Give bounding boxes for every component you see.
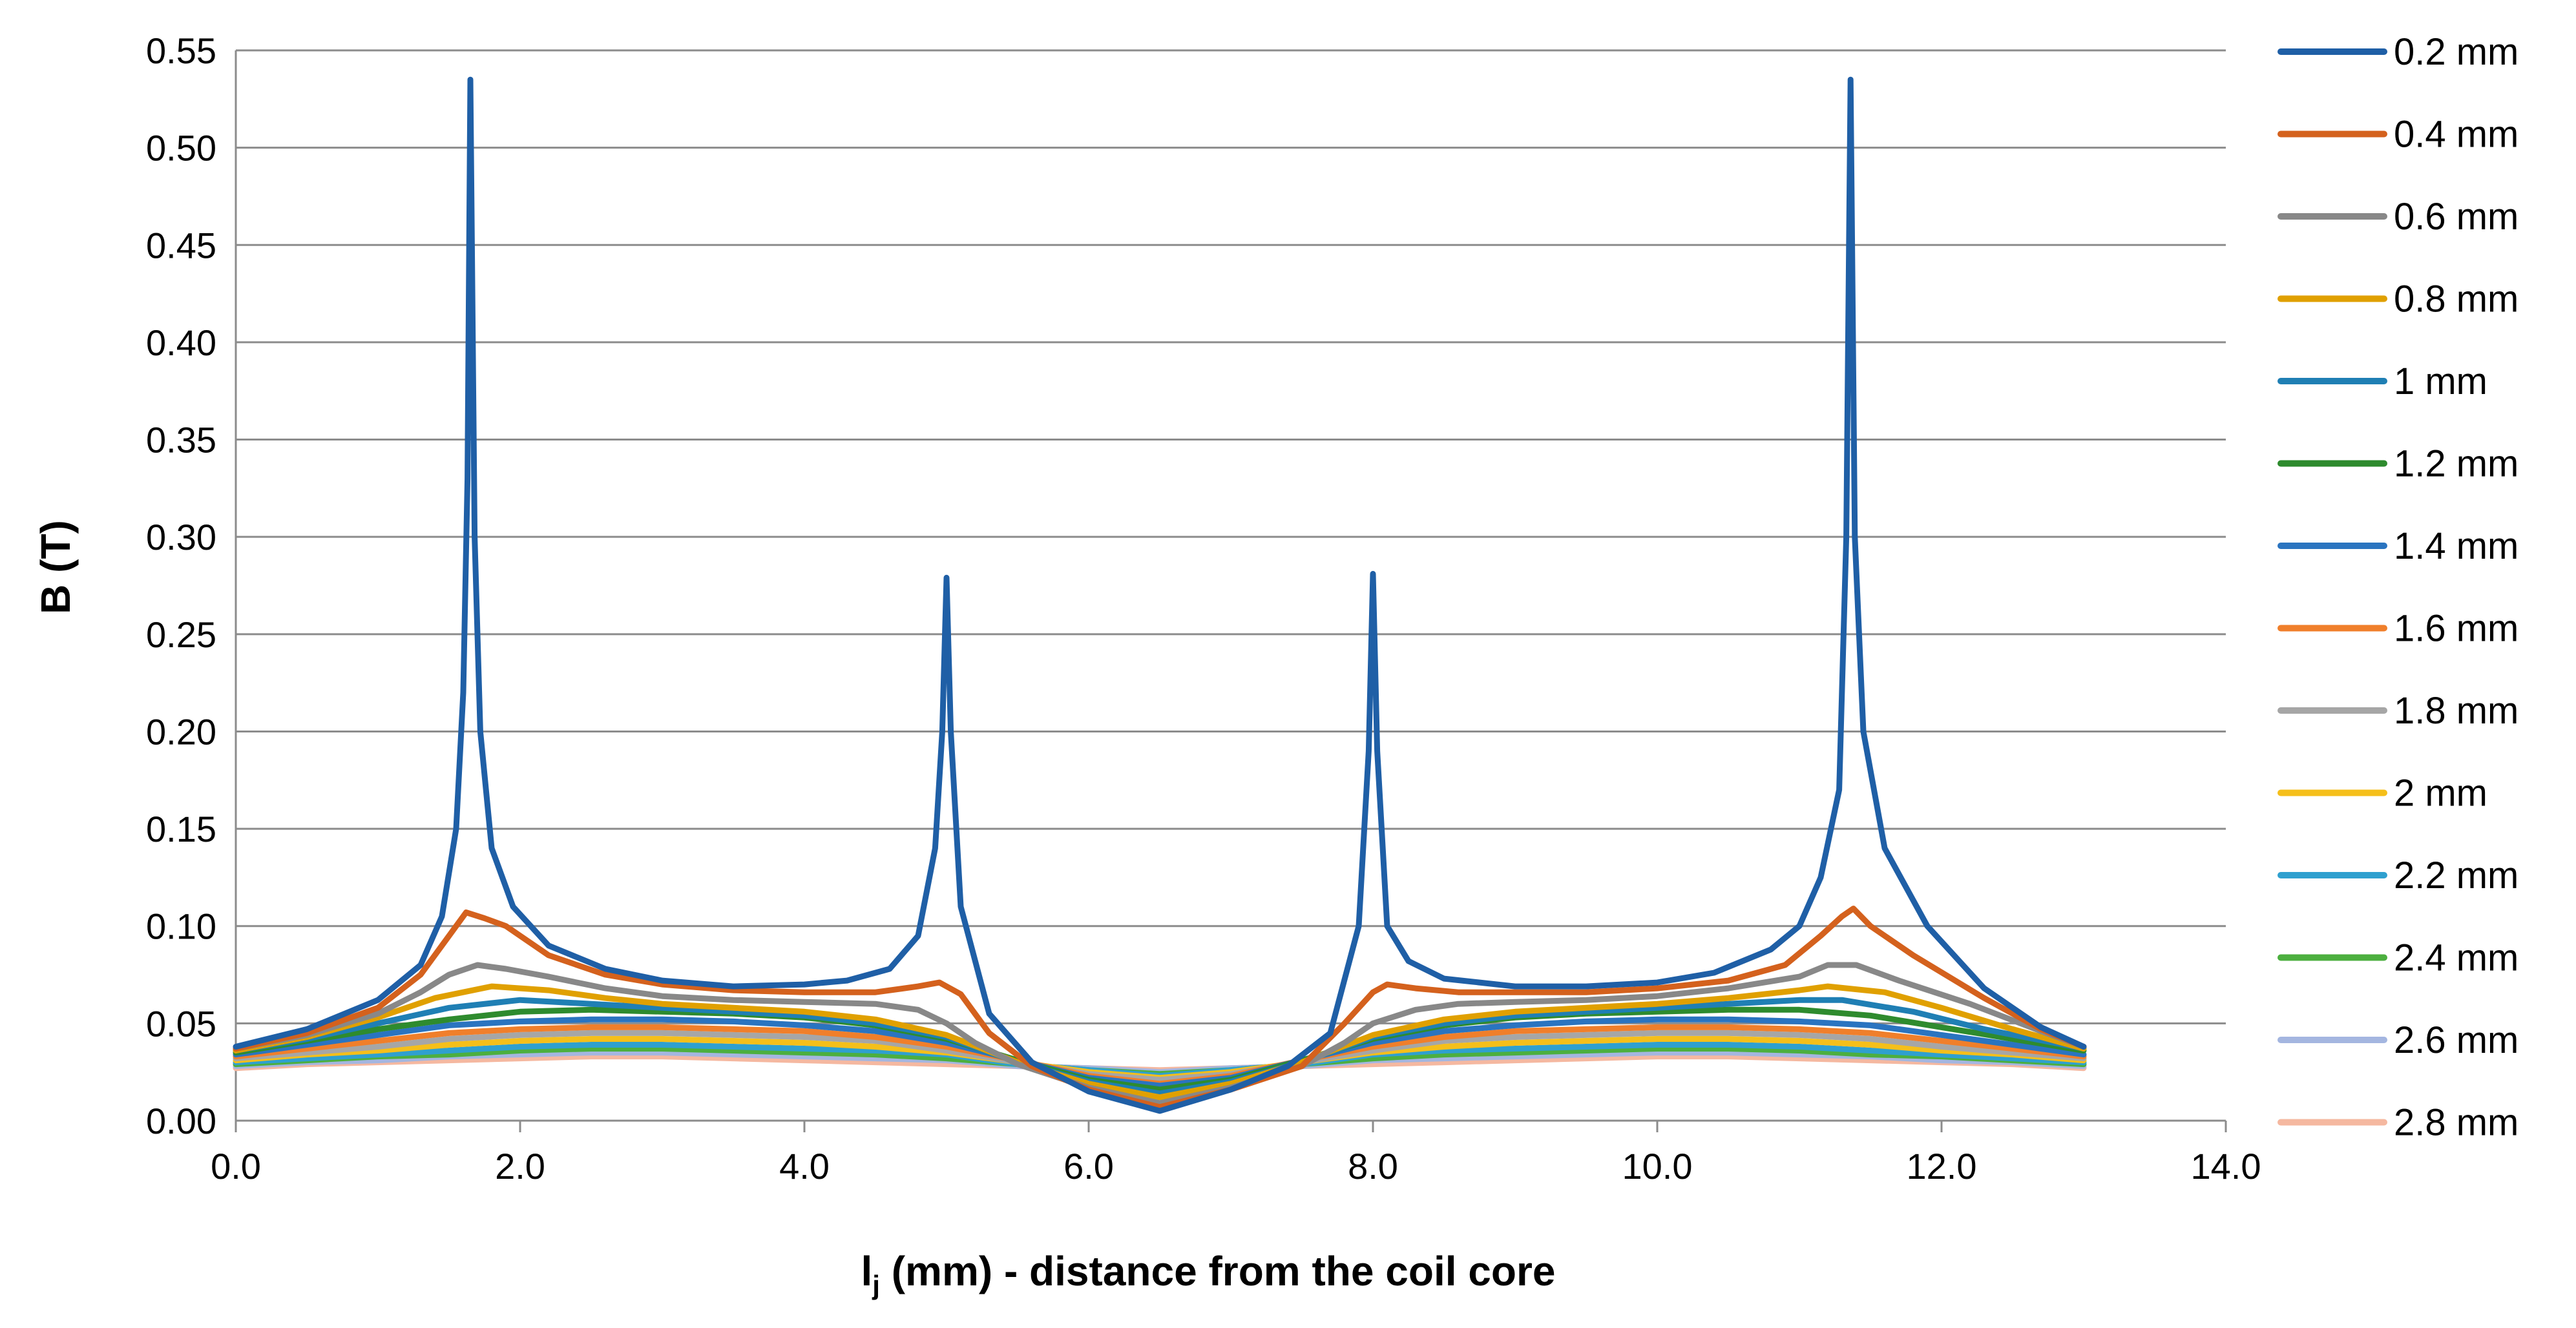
y-tick-label: 0.20 (146, 711, 216, 752)
y-tick-label: 0.00 (146, 1101, 216, 1141)
legend-label: 1 mm (2394, 360, 2487, 402)
legend-item: 0.2 mm (2278, 31, 2518, 73)
x-axis-title-main: l (861, 1248, 873, 1294)
legend: 0.2 mm 0.4 mm 0.6 mm 0.8 mm 1 mm 1.2 mm 1.4 mm… (2278, 31, 2518, 1144)
x-tick-label: 14.0 (2191, 1146, 2261, 1187)
legend-label: 2.8 mm (2394, 1102, 2518, 1144)
legend-label: 0.8 mm (2394, 278, 2518, 320)
legend-label: 1.6 mm (2394, 608, 2518, 650)
y-tick-label: 0.45 (146, 225, 216, 265)
y-tick-label: 0.25 (146, 614, 216, 655)
y-axis-title: B (T) (32, 520, 79, 614)
series-line-1-mm (233, 997, 2087, 1097)
legend-item: 2.2 mm (2278, 855, 2518, 897)
y-tick-label: 0.50 (146, 128, 216, 169)
series-line-0_8-mm (233, 983, 2087, 1101)
legend-label: 1.8 mm (2394, 690, 2518, 732)
y-tick-label: 0.10 (146, 906, 216, 947)
legend-item: 2.6 mm (2278, 1019, 2518, 1061)
x-axis-title: lj (mm) - distance from the coil core (861, 1248, 1556, 1300)
axes (235, 50, 2227, 1132)
x-tick-label: 8.0 (1348, 1146, 1398, 1187)
legend-item: 2.8 mm (2278, 1102, 2518, 1144)
x-axis-title-rest: (mm) - distance from the coil core (880, 1248, 1556, 1294)
series-line-0_2-mm (233, 76, 2087, 1114)
legend-label: 0.4 mm (2394, 114, 2518, 156)
x-tick-label: 2.0 (495, 1146, 545, 1187)
legend-item: 0.8 mm (2278, 278, 2518, 320)
tick-labels: 0.00 0.05 0.10 0.15 0.20 0.25 0.30 0.35 0.40 0.45… (146, 30, 2261, 1187)
legend-label: 2.4 mm (2394, 937, 2518, 979)
gridlines (236, 49, 2226, 1024)
x-tick-label: 12.0 (1907, 1146, 1977, 1187)
legend-item: 0.6 mm (2278, 196, 2518, 238)
legend-item: 2.4 mm (2278, 937, 2518, 979)
legend-label: 1.2 mm (2394, 443, 2518, 485)
series-line-1_2-mm (233, 1006, 2087, 1093)
legend-label: 0.2 mm (2394, 31, 2518, 73)
x-tick-label: 6.0 (1063, 1146, 1114, 1187)
legend-item: 1.4 mm (2278, 525, 2518, 567)
y-tick-label: 0.55 (146, 30, 216, 71)
x-tick-label: 10.0 (1622, 1146, 1693, 1187)
legend-item: 0.4 mm (2278, 114, 2518, 156)
legend-label: 2.2 mm (2394, 855, 2518, 897)
legend-item: 2 mm (2278, 773, 2487, 814)
x-tick-label: 0.0 (211, 1146, 261, 1187)
legend-item: 1.2 mm (2278, 443, 2518, 485)
y-tick-label: 0.30 (146, 517, 216, 557)
x-axis-title-subscript: j (872, 1270, 880, 1300)
legend-label: 0.6 mm (2394, 196, 2518, 238)
series-line-2_8-mm (233, 1053, 2087, 1074)
y-tick-label: 0.15 (146, 809, 216, 849)
series-line-1_4-mm (233, 1016, 2087, 1089)
legend-item: 1.6 mm (2278, 608, 2518, 650)
x-tick-label: 4.0 (779, 1146, 830, 1187)
series-lines (233, 76, 2087, 1114)
legend-label: 2 mm (2394, 773, 2487, 814)
y-tick-label: 0.40 (146, 322, 216, 363)
legend-label: 1.4 mm (2394, 525, 2518, 567)
series-line-0_4-mm (233, 906, 2087, 1110)
legend-item: 1.8 mm (2278, 690, 2518, 732)
series-line-1_8-mm (233, 1030, 2087, 1083)
y-tick-label: 0.05 (146, 1003, 216, 1044)
legend-label: 2.6 mm (2394, 1019, 2518, 1061)
y-tick-label: 0.35 (146, 420, 216, 461)
legend-item: 1 mm (2278, 360, 2487, 402)
